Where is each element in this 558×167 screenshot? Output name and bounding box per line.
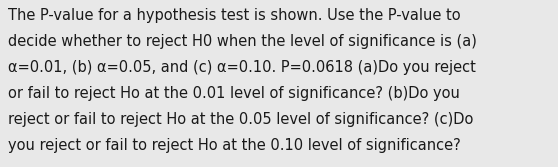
Text: you reject or fail to reject Ho at the 0.10 level of significance?: you reject or fail to reject Ho at the 0…	[8, 138, 461, 153]
Text: α=0.01, (b) α=0.05, and (c) α=0.10. P=0.0618 (a)Do you reject: α=0.01, (b) α=0.05, and (c) α=0.10. P=0.…	[8, 60, 476, 75]
Text: or fail to reject Ho at the 0.01 level of significance? (b)Do you: or fail to reject Ho at the 0.01 level o…	[8, 86, 460, 101]
Text: The P-value for a hypothesis test is shown. Use the P-value to: The P-value for a hypothesis test is sho…	[8, 8, 461, 23]
Text: reject or fail to reject Ho at the 0.05 level of significance? (c)Do: reject or fail to reject Ho at the 0.05 …	[8, 112, 474, 127]
Text: decide whether to reject H0 when the level of significance is (a): decide whether to reject H0 when the lev…	[8, 34, 477, 49]
